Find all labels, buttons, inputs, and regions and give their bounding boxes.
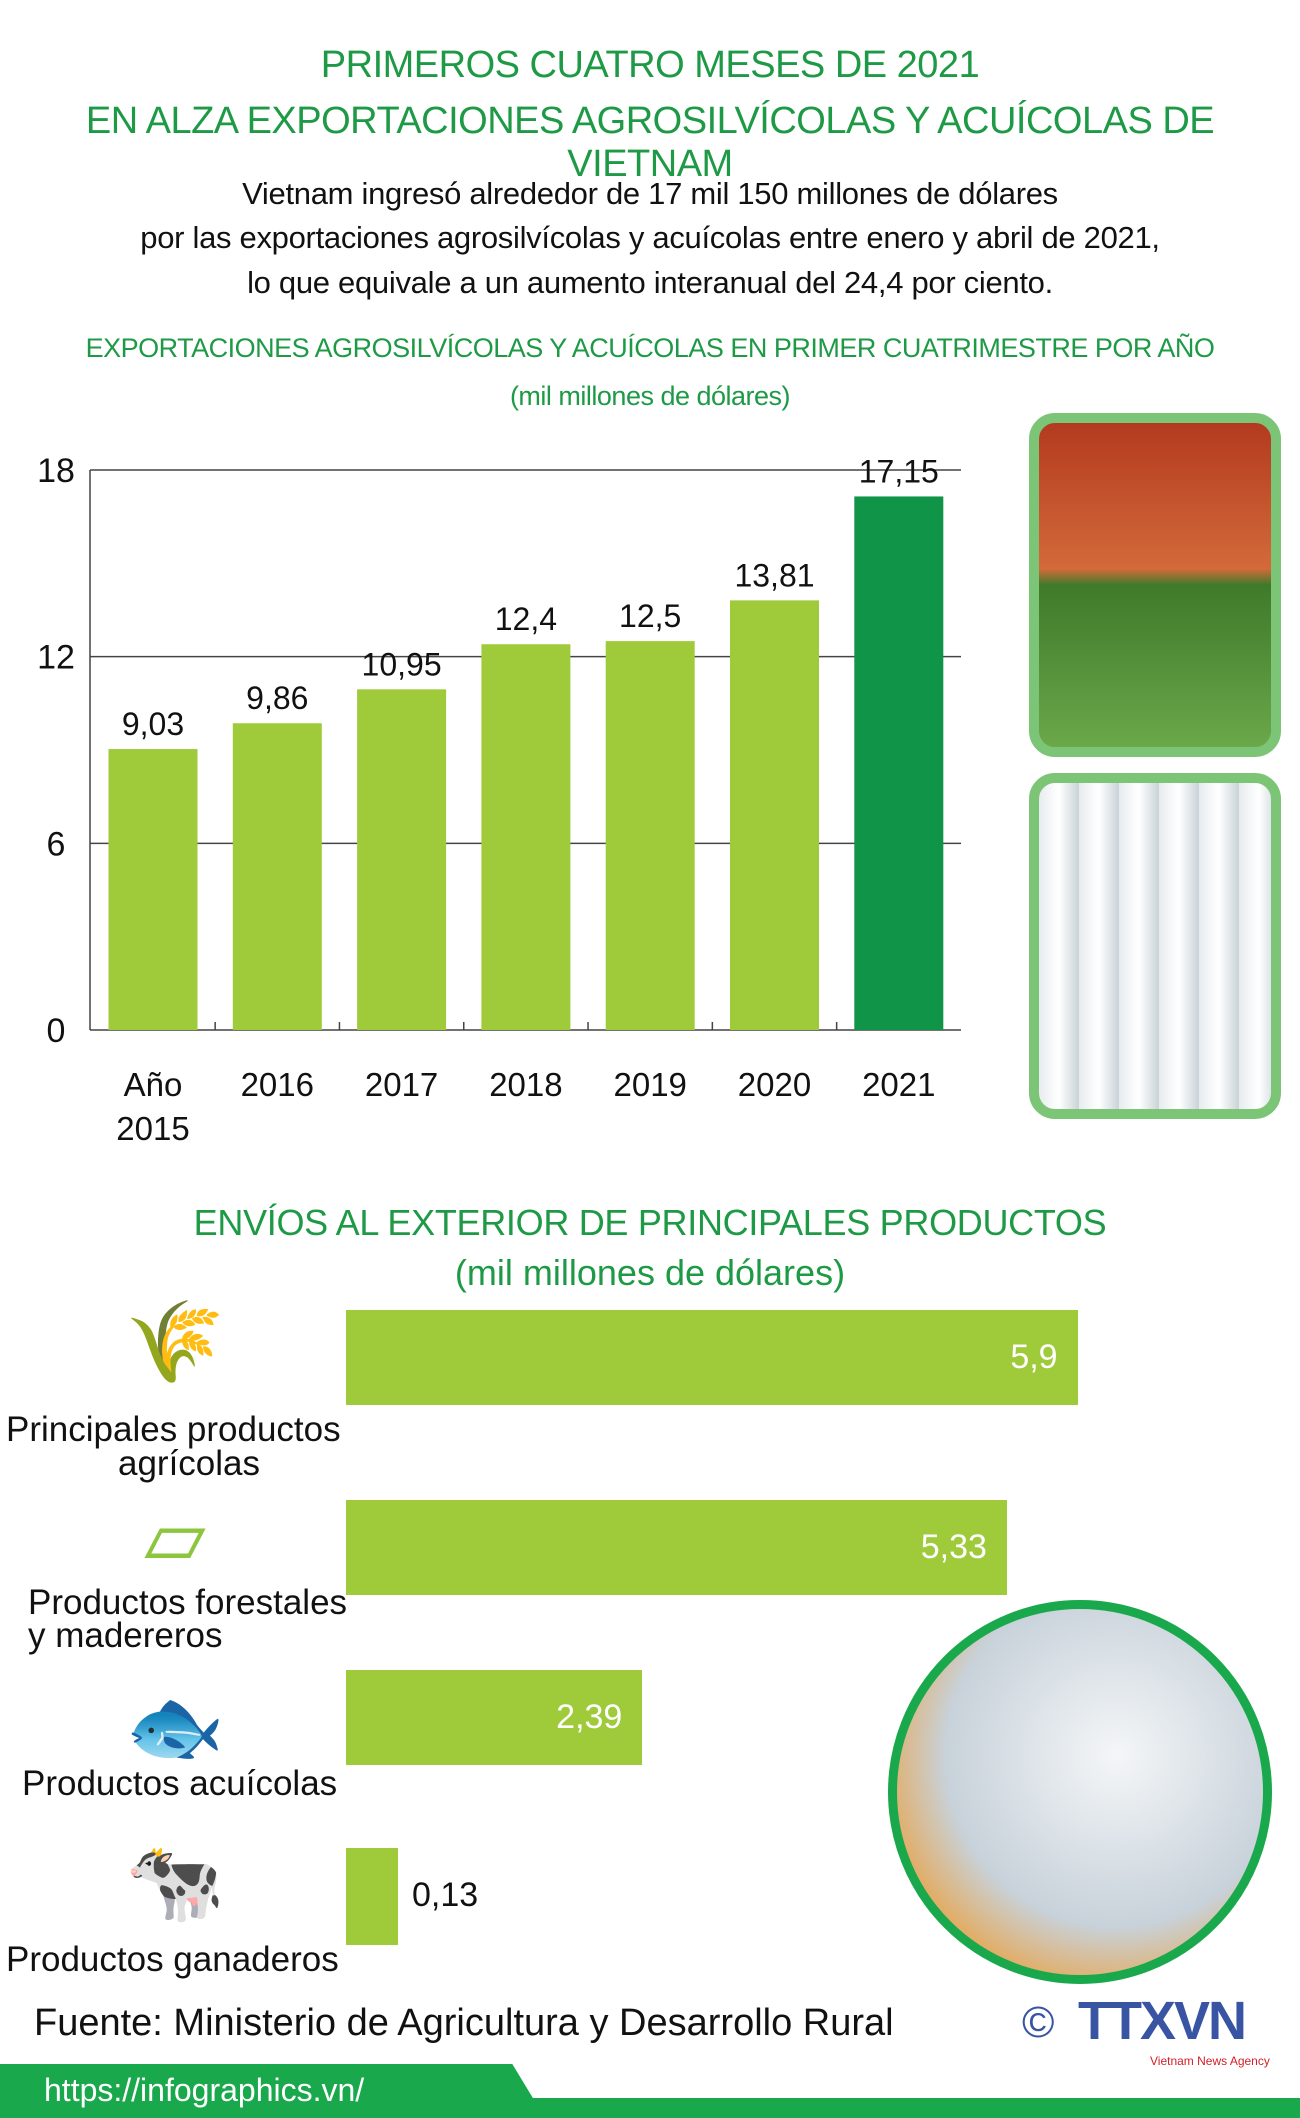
category-label: Productos acuícolas: [22, 1764, 338, 1803]
hbar-value-label: 0,13: [412, 1876, 479, 1914]
x-tick-label: 2017: [365, 1066, 438, 1103]
bar: [481, 644, 571, 1030]
chart2-title: ENVÍOS AL EXTERIOR DE PRINCIPALES PRODUC…: [193, 1202, 1107, 1243]
shrimp-processing-photo: [1029, 773, 1281, 1119]
x-tick-label: 2018: [489, 1066, 562, 1103]
intro-line-1: Vietnam ingresó alrededor de 17 mil 150 …: [242, 176, 1058, 211]
coffee-pepper-photo: [1029, 413, 1281, 757]
y-tick-label: 0: [47, 1012, 66, 1050]
y-tick-label: 12: [37, 639, 75, 677]
annual-exports-bar-chart: 0 6 12 18 9,03 Año 2015 9,86 2016 10,95 2017 12,4 20…: [37, 452, 961, 1147]
footer-url-link[interactable]: https://infographics.vn/: [44, 2072, 365, 2108]
source-text: Fuente: Ministerio de Agricultura y Desa…: [34, 2002, 894, 2044]
bar: [232, 723, 322, 1030]
bar: [605, 641, 695, 1030]
x-tick-label: 2019: [613, 1066, 686, 1103]
ttxvn-logo: TTXVN: [1078, 1991, 1247, 2051]
title-line-1: PRIMEROS CUATRO MESES DE 2021: [320, 44, 980, 86]
footer-tab: [0, 2064, 545, 2118]
hbar: [346, 1670, 643, 1765]
chart1-subtitle: (mil millones de dólares): [509, 381, 791, 411]
fish-factory-photo: [888, 1600, 1272, 1984]
x-tick-label: 2015: [116, 1110, 189, 1147]
hbar: [346, 1500, 1007, 1595]
category-label: Productos ganaderos: [6, 1940, 339, 1979]
bar: [730, 600, 819, 1030]
x-tick-label: 2016: [241, 1066, 314, 1103]
wood-plank-icon: ▱: [144, 1492, 206, 1581]
bar: [854, 496, 944, 1030]
category-label: y madereros: [28, 1616, 223, 1655]
bar: [357, 689, 447, 1030]
cow-icon: 🐄: [125, 1837, 225, 1926]
bar-value-label: 12,4: [495, 601, 557, 637]
category-label: Productos forestales: [28, 1583, 348, 1622]
hbar-value-label: 2,39: [556, 1698, 623, 1736]
wheat-icon: 🌾: [125, 1297, 225, 1386]
hbar-value-label: 5,33: [920, 1528, 987, 1566]
copyright-icon: ©: [1022, 1998, 1055, 2047]
bar-value-label: 10,95: [362, 646, 442, 682]
bar: [108, 749, 198, 1030]
logo-subtitle: Vietnam News Agency: [1150, 2054, 1270, 2068]
title-line-2: EN ALZA EXPORTACIONES AGROSILVÍCOLAS Y A…: [85, 100, 1215, 185]
chart2-subtitle: (mil millones de dólares): [454, 1252, 846, 1293]
bar-value-label: 9,86: [246, 680, 308, 716]
chart1-title: EXPORTACIONES AGROSILVÍCOLAS Y ACUÍCOLAS…: [85, 333, 1215, 363]
bar-value-label: 12,5: [619, 598, 681, 634]
bar-value-label: 13,81: [734, 557, 814, 593]
hbar-value-label: 5,9: [1010, 1338, 1058, 1376]
x-tick-label: 2021: [862, 1066, 935, 1103]
intro-line-3: lo que equivale a un aumento interanual …: [247, 265, 1053, 300]
intro-line-2: por las exportaciones agrosilvícolas y a…: [140, 220, 1160, 255]
y-tick-label: 6: [47, 825, 66, 863]
bar-value-label: 17,15: [859, 453, 939, 489]
hbar: [346, 1310, 1078, 1405]
category-label: agrícolas: [118, 1444, 261, 1483]
bar-value-label: 9,03: [122, 706, 184, 742]
fish-icon: 🐟: [125, 1682, 225, 1771]
y-tick-label: 18: [37, 452, 75, 490]
category-label: Principales productos: [6, 1410, 341, 1449]
hbar: [346, 1848, 398, 1945]
x-tick-label: 2020: [738, 1066, 811, 1103]
x-tick-label: Año: [124, 1066, 183, 1103]
